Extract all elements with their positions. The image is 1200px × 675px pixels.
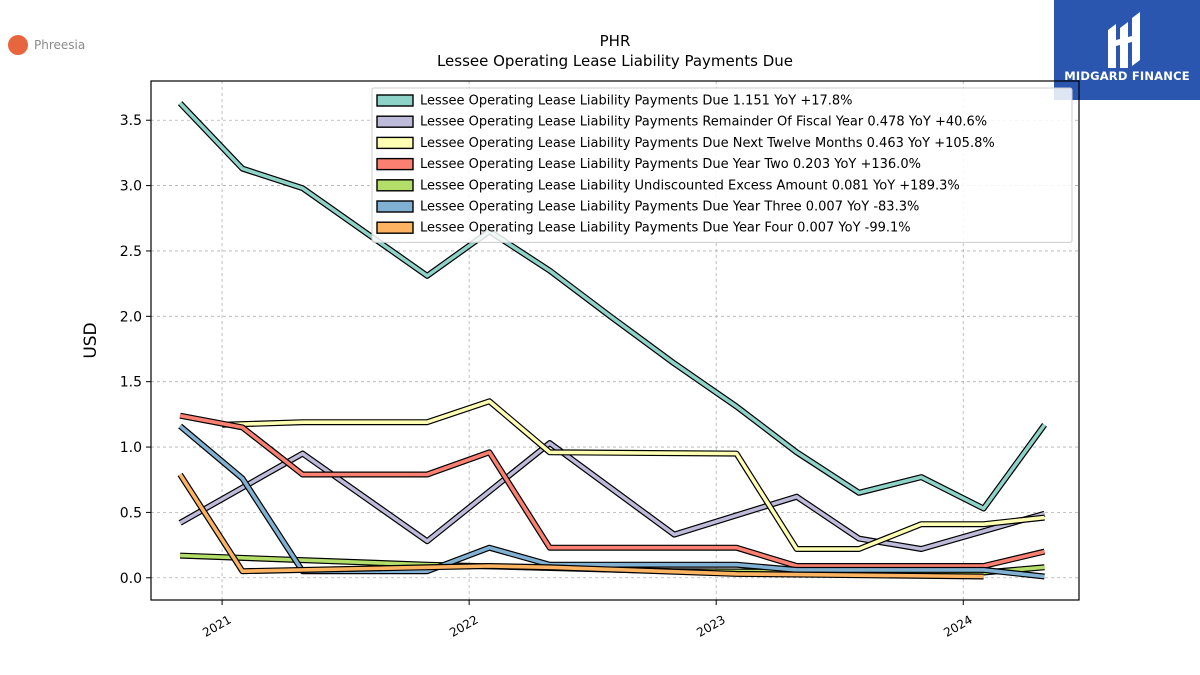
legend-swatch	[376, 221, 414, 234]
y-tick-label: 0.0	[120, 571, 142, 587]
series-line-outline	[178, 423, 1045, 580]
y-tick-label: 3.0	[120, 179, 142, 195]
midgard-logo-text: MIDGARD FINANCE	[1064, 69, 1190, 83]
y-tick-label: 3.5	[120, 113, 142, 129]
series-line-stroke	[178, 101, 1046, 511]
chart-subtitle: Lessee Operating Lease Liability Payment…	[436, 52, 794, 70]
chart-title: PHR	[599, 32, 631, 50]
legend-box	[371, 87, 1073, 243]
series-line-stroke	[178, 424, 1045, 579]
y-tick-label: 1.0	[120, 440, 142, 456]
legend-label: Lessee Operating Lease Liability Payment…	[420, 200, 919, 215]
phreesia-logo-mark	[8, 35, 28, 55]
x-tick-label: 2023	[694, 612, 727, 639]
phreesia-logo-text: Phreesia	[34, 38, 86, 52]
legend-swatch	[376, 115, 414, 128]
series-line-stroke	[179, 441, 1045, 551]
legend-swatch	[376, 179, 414, 192]
midgard-logo-mark	[1108, 12, 1140, 68]
y-tick-label: 1.5	[120, 375, 142, 391]
legend-swatch	[376, 200, 414, 213]
legend-label: Lessee Operating Lease Liability Payment…	[420, 94, 853, 109]
legend-swatch	[376, 157, 414, 171]
series-line	[178, 423, 1045, 580]
series-line-stroke	[178, 473, 984, 579]
legend-label: Lessee Operating Lease Liability Payment…	[420, 136, 995, 151]
y-tick-label: 2.5	[120, 244, 142, 260]
y-tick-label: 0.5	[120, 505, 142, 521]
legend: Lessee Operating Lease Liability Payment…	[371, 87, 1073, 243]
legend-swatch	[376, 136, 414, 150]
phreesia-logo: Phreesia	[8, 35, 85, 55]
x-tick-label: 2022	[447, 612, 480, 639]
series-line	[178, 440, 1046, 552]
legend-label: Lessee Operating Lease Liability Undisco…	[420, 178, 960, 193]
series-line	[177, 101, 1047, 512]
series-line	[177, 472, 984, 580]
series-line	[179, 412, 1046, 569]
series-line-stroke	[179, 413, 1045, 568]
x-tick-label: 2021	[200, 612, 233, 639]
plot-frame	[150, 80, 1080, 601]
y-tick-label: 2.0	[120, 309, 142, 325]
legend-label: Lessee Operating Lease Liability Payment…	[420, 157, 921, 172]
x-tick-label: 2024	[941, 612, 974, 639]
legend-label: Lessee Operating Lease Liability Payment…	[420, 115, 987, 130]
legend-label: Lessee Operating Lease Liability Payment…	[420, 221, 911, 236]
series-line	[222, 398, 1045, 552]
series-line-stroke	[222, 399, 1045, 551]
legend-swatch	[376, 94, 414, 107]
y-axis-label: USD	[81, 322, 101, 358]
midgard-finance-logo: MIDGARD FINANCE	[1054, 0, 1200, 100]
